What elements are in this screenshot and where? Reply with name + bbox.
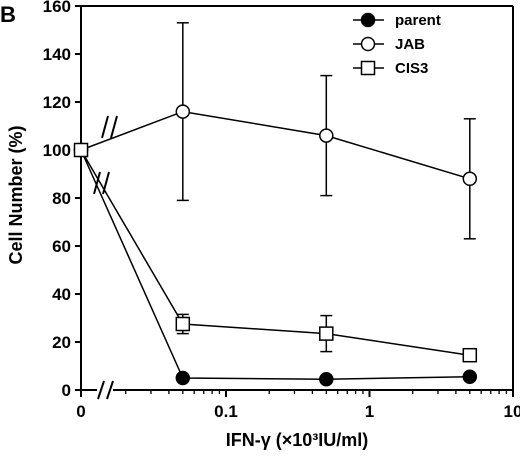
series-parent — [73, 142, 478, 387]
legend-item-jab: JAB — [353, 36, 425, 53]
data-point — [175, 370, 191, 386]
data-point — [319, 371, 334, 387]
line-break-mark — [110, 115, 118, 139]
legend-item-parent: parent — [353, 12, 441, 29]
series-line — [80, 149, 470, 356]
legend-marker — [360, 60, 376, 76]
y-tick-label: 80 — [52, 189, 71, 208]
legend-label: JAB — [395, 36, 425, 53]
data-point — [175, 316, 191, 332]
series-break-marks — [93, 115, 118, 195]
panel-label: B — [0, 2, 16, 27]
y-axis-title: Cell Number (%) — [6, 125, 26, 264]
legend-marker — [360, 36, 376, 52]
x-tick-label: 0 — [76, 402, 85, 421]
y-tick-label: 120 — [43, 93, 71, 112]
x-tick-label: 10 — [504, 402, 520, 421]
line-break-mark — [101, 115, 109, 139]
series-line — [80, 110, 471, 180]
data-point — [462, 369, 478, 385]
x-axis-title: IFN-γ (×10³IU/ml) — [226, 430, 369, 450]
data-point — [319, 326, 334, 341]
line-break-mark — [93, 171, 101, 195]
series-jab — [73, 22, 478, 240]
legend-marker — [360, 12, 376, 28]
legend-label: parent — [395, 12, 441, 29]
y-tick-label: 160 — [43, 0, 71, 16]
series-cis3 — [73, 142, 478, 363]
y-tick-label: 60 — [52, 237, 71, 256]
data-point — [462, 347, 478, 363]
y-tick-label: 100 — [43, 141, 71, 160]
data-point — [462, 171, 478, 187]
legend-label: CIS3 — [395, 60, 428, 77]
line-break-mark — [102, 171, 110, 195]
y-tick-label: 20 — [52, 333, 71, 352]
y-tick-label: 40 — [52, 285, 71, 304]
series-line — [80, 149, 470, 380]
data-point — [73, 142, 89, 158]
x-tick-label: 1 — [365, 402, 374, 421]
chart-series — [73, 22, 478, 387]
y-tick-label: 140 — [43, 45, 71, 64]
data-point — [175, 104, 191, 119]
x-axis-break-mark — [97, 380, 105, 400]
x-tick-label: 0.1 — [214, 402, 238, 421]
x-axis-break-mark — [106, 380, 114, 400]
data-point — [319, 128, 334, 143]
legend-item-cis3: CIS3 — [353, 60, 428, 77]
chart-legend: parent JAB CIS3 — [353, 12, 441, 77]
y-tick-label: 0 — [62, 381, 71, 400]
chart-axes: 0 20 40 60 80 100 120 140 160 0 0.1 1 10 — [43, 0, 520, 421]
